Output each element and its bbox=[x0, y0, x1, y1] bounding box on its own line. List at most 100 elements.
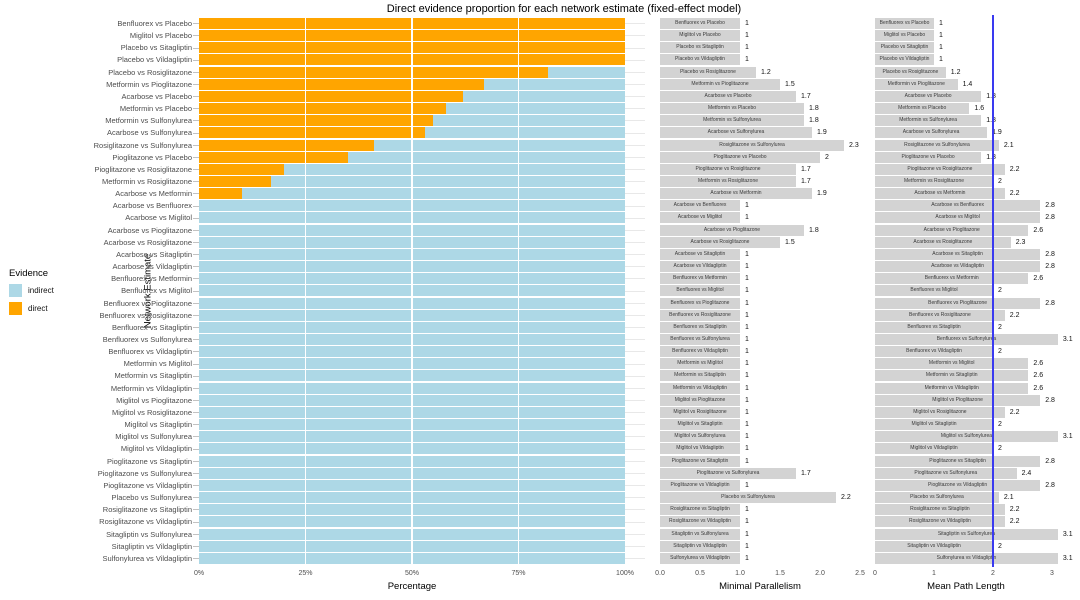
x-tick-label: 1 bbox=[932, 570, 936, 577]
x-tick-label: 2.5 bbox=[855, 570, 865, 577]
row-label: Miglitol vs Pioglitazone bbox=[116, 395, 192, 405]
row-label: Miglitol vs Sulfonylurea bbox=[115, 432, 192, 442]
mean-path-length-value: 2.2 bbox=[1009, 190, 1020, 198]
minimal-parallelism-bar: Miglitol vs Vildagliptin bbox=[660, 443, 740, 455]
mean-path-length-value: 2 bbox=[998, 287, 1002, 295]
refline bbox=[992, 15, 994, 567]
mean-path-length-bar-label: Metformin vs Sitagliptin bbox=[925, 372, 978, 379]
mean-path-length-bar-label: Sulfonylurea vs Vildagliptin bbox=[936, 554, 997, 561]
minimal-parallelism-bar-label: Benfluorex vs Sulfonylurea bbox=[670, 336, 730, 343]
mean-path-length-bar-label: Acarbose vs Placebo bbox=[904, 92, 952, 99]
minimal-parallelism-value: 1.9 bbox=[817, 190, 827, 198]
mean-path-length-value: 1.8 bbox=[986, 117, 996, 125]
bar-indirect-segment bbox=[433, 115, 625, 127]
minimal-parallelism-bar-label: Acarbose vs Benfluorex bbox=[673, 202, 727, 209]
axis-tick-line bbox=[192, 266, 199, 268]
row-label: Rosiglitazone vs Sulfonylurea bbox=[93, 140, 192, 150]
mean-path-length-bar-label: Acarbose vs Benfluorex bbox=[931, 202, 984, 209]
bar-direct-segment bbox=[199, 103, 447, 115]
bar-indirect-segment bbox=[373, 139, 625, 151]
row-label: Acarbose vs Sulfonylurea bbox=[106, 128, 192, 138]
minimal-parallelism-bar-label: Miglitol vs Vildagliptin bbox=[676, 445, 724, 452]
minimal-parallelism-value: 1 bbox=[745, 214, 749, 222]
axis-tick-line bbox=[192, 363, 199, 365]
minimal-parallelism-bar: Acarbose vs Sulfonylurea bbox=[660, 127, 812, 139]
row-label: Benfluorex vs Rosiglitazone bbox=[99, 310, 192, 320]
mean-path-length-bar-label: Rosiglitazone vs Sitagliptin bbox=[910, 506, 970, 513]
minimal-parallelism-bar: Acarbose vs Vildagliptin bbox=[660, 261, 740, 273]
row-label: Benfluorex vs Miglitol bbox=[121, 286, 192, 296]
minimal-parallelism-value: 1 bbox=[745, 481, 749, 489]
minimal-parallelism-bar: Acarbose vs Placebo bbox=[660, 90, 796, 102]
mean-path-length-bar-label: Benfluorex vs Vildagliptin bbox=[906, 348, 962, 355]
minimal-parallelism-bar-label: Miglitol vs Placebo bbox=[679, 32, 721, 39]
row-label: Placebo vs Sitagliptin bbox=[120, 43, 192, 53]
axis-tick-line bbox=[192, 521, 199, 523]
mean-path-length-bar: Acarbose vs Sitagliptin bbox=[875, 248, 1041, 260]
mean-path-length-bar-label: Acarbose vs Vildagliptin bbox=[931, 263, 985, 270]
bar-indirect-segment bbox=[348, 151, 625, 163]
row-label: Sitagliptin vs Vildagliptin bbox=[111, 541, 192, 551]
axis-tick-line bbox=[192, 400, 199, 401]
minimal-parallelism-bar: Benfluorex vs Vildagliptin bbox=[660, 346, 740, 358]
row-label: Benfluorex vs Pioglitazone bbox=[103, 298, 192, 308]
mean-path-length-bar-label: Acarbose vs Sulfonylurea bbox=[902, 129, 960, 136]
mean-path-length-bar: Pioglitazone vs Sulfonylurea bbox=[875, 467, 1017, 479]
minimal-parallelism-bar: Sitagliptin vs Sulfonylurea bbox=[660, 528, 740, 540]
minimal-parallelism-bar: Rosiglitazone vs Sitagliptin bbox=[660, 504, 740, 516]
mean-path-length-value: 2 bbox=[998, 542, 1002, 550]
mean-path-length-value: 1.2 bbox=[950, 68, 961, 76]
row-label: Pioglitazone vs Placebo bbox=[112, 152, 192, 162]
mean-path-length-value: 2.2 bbox=[1009, 165, 1020, 173]
legend-item-direct: direct bbox=[9, 302, 54, 315]
mean-path-length-value: 2.8 bbox=[1045, 457, 1055, 465]
minimal-parallelism-bar-label: Sitagliptin vs Sulfonylurea bbox=[671, 530, 729, 537]
row-label: Pioglitazone vs Rosiglitazone bbox=[94, 164, 192, 174]
mean-path-length-value: 3.1 bbox=[1062, 336, 1073, 344]
mean-path-length-value: 2.6 bbox=[1033, 372, 1044, 380]
mean-path-length-bar-label: Sitagliptin vs Vildagliptin bbox=[907, 542, 961, 549]
minimal-parallelism-bar: Acarbose vs Miglitol bbox=[660, 212, 740, 224]
mean-path-length-value: 2.8 bbox=[1045, 250, 1055, 258]
axis-tick-line bbox=[192, 83, 199, 85]
mean-path-length-value: 3.1 bbox=[1062, 433, 1073, 441]
minimal-parallelism-value: 2.2 bbox=[841, 494, 851, 502]
minimal-parallelism-bar-label: Benfluorex vs Pioglitazone bbox=[670, 299, 730, 306]
axis-tick-line bbox=[192, 181, 199, 183]
mean-path-length-bar: Metformin vs Placebo bbox=[875, 103, 970, 115]
minimal-parallelism-bar: Miglitol vs Sulfonylurea bbox=[660, 431, 740, 443]
minimal-parallelism-bar-label: Pioglitazone vs Sitagliptin bbox=[671, 457, 729, 464]
minimal-parallelism-bar: Pioglitazone vs Vildagliptin bbox=[660, 479, 740, 491]
axis-tick-line bbox=[192, 71, 199, 73]
minimal-parallelism-value: 1 bbox=[745, 396, 749, 404]
row-label: Metformin vs Rosiglitazone bbox=[101, 177, 192, 186]
mean-path-length-bar: Rosiglitazone vs Sulfonylurea bbox=[875, 139, 999, 151]
direct-color-swatch bbox=[9, 302, 22, 315]
mean-path-length-bar: Acarbose vs Metformin bbox=[875, 188, 1005, 200]
minimal-parallelism-value: 1 bbox=[745, 323, 749, 331]
minimal-parallelism-bar: Benfluorex vs Metformin bbox=[660, 273, 740, 285]
row-label: Miglitol vs Sitagliptin bbox=[124, 420, 192, 430]
minimal-parallelism-bar: Miglitol vs Pioglitazone bbox=[660, 394, 740, 406]
mean-path-length-bar-label: Benfluorex vs Pioglitazone bbox=[928, 299, 988, 306]
minimal-parallelism-bar: Metformin vs Rosiglitazone bbox=[660, 176, 796, 187]
row-label: Placebo vs Vildagliptin bbox=[117, 55, 192, 65]
minimal-parallelism-bar-label: Metformin vs Vildagliptin bbox=[672, 384, 728, 391]
bar-indirect-segment bbox=[548, 66, 625, 78]
mean-path-length-bar: Metformin vs Vildagliptin bbox=[875, 382, 1029, 394]
minimal-parallelism-value: 1 bbox=[745, 554, 749, 562]
x-tick-label: 3 bbox=[1050, 570, 1054, 577]
axis-tick-line bbox=[192, 169, 199, 171]
minimal-parallelism-bar-label: Miglitol vs Sulfonylurea bbox=[674, 433, 726, 440]
minimal-parallelism-bar-label: Rosiglitazone vs Sitagliptin bbox=[670, 506, 730, 513]
axis-tick-line bbox=[192, 254, 199, 256]
mean-path-length-value: 3.1 bbox=[1062, 554, 1073, 562]
mean-path-length-bar: Pioglitazone vs Rosiglitazone bbox=[875, 163, 1005, 175]
bar-direct-segment bbox=[199, 139, 374, 151]
minimal-parallelism-bar: Pioglitazone vs Placebo bbox=[660, 151, 820, 163]
mean-path-length-bar: Acarbose vs Vildagliptin bbox=[875, 261, 1041, 273]
minimal-parallelism-bar: Metformin vs Vildagliptin bbox=[660, 382, 740, 394]
mean-path-length-bar-label: Pioglitazone vs Sitagliptin bbox=[929, 457, 986, 464]
bar-direct-segment bbox=[199, 90, 464, 102]
